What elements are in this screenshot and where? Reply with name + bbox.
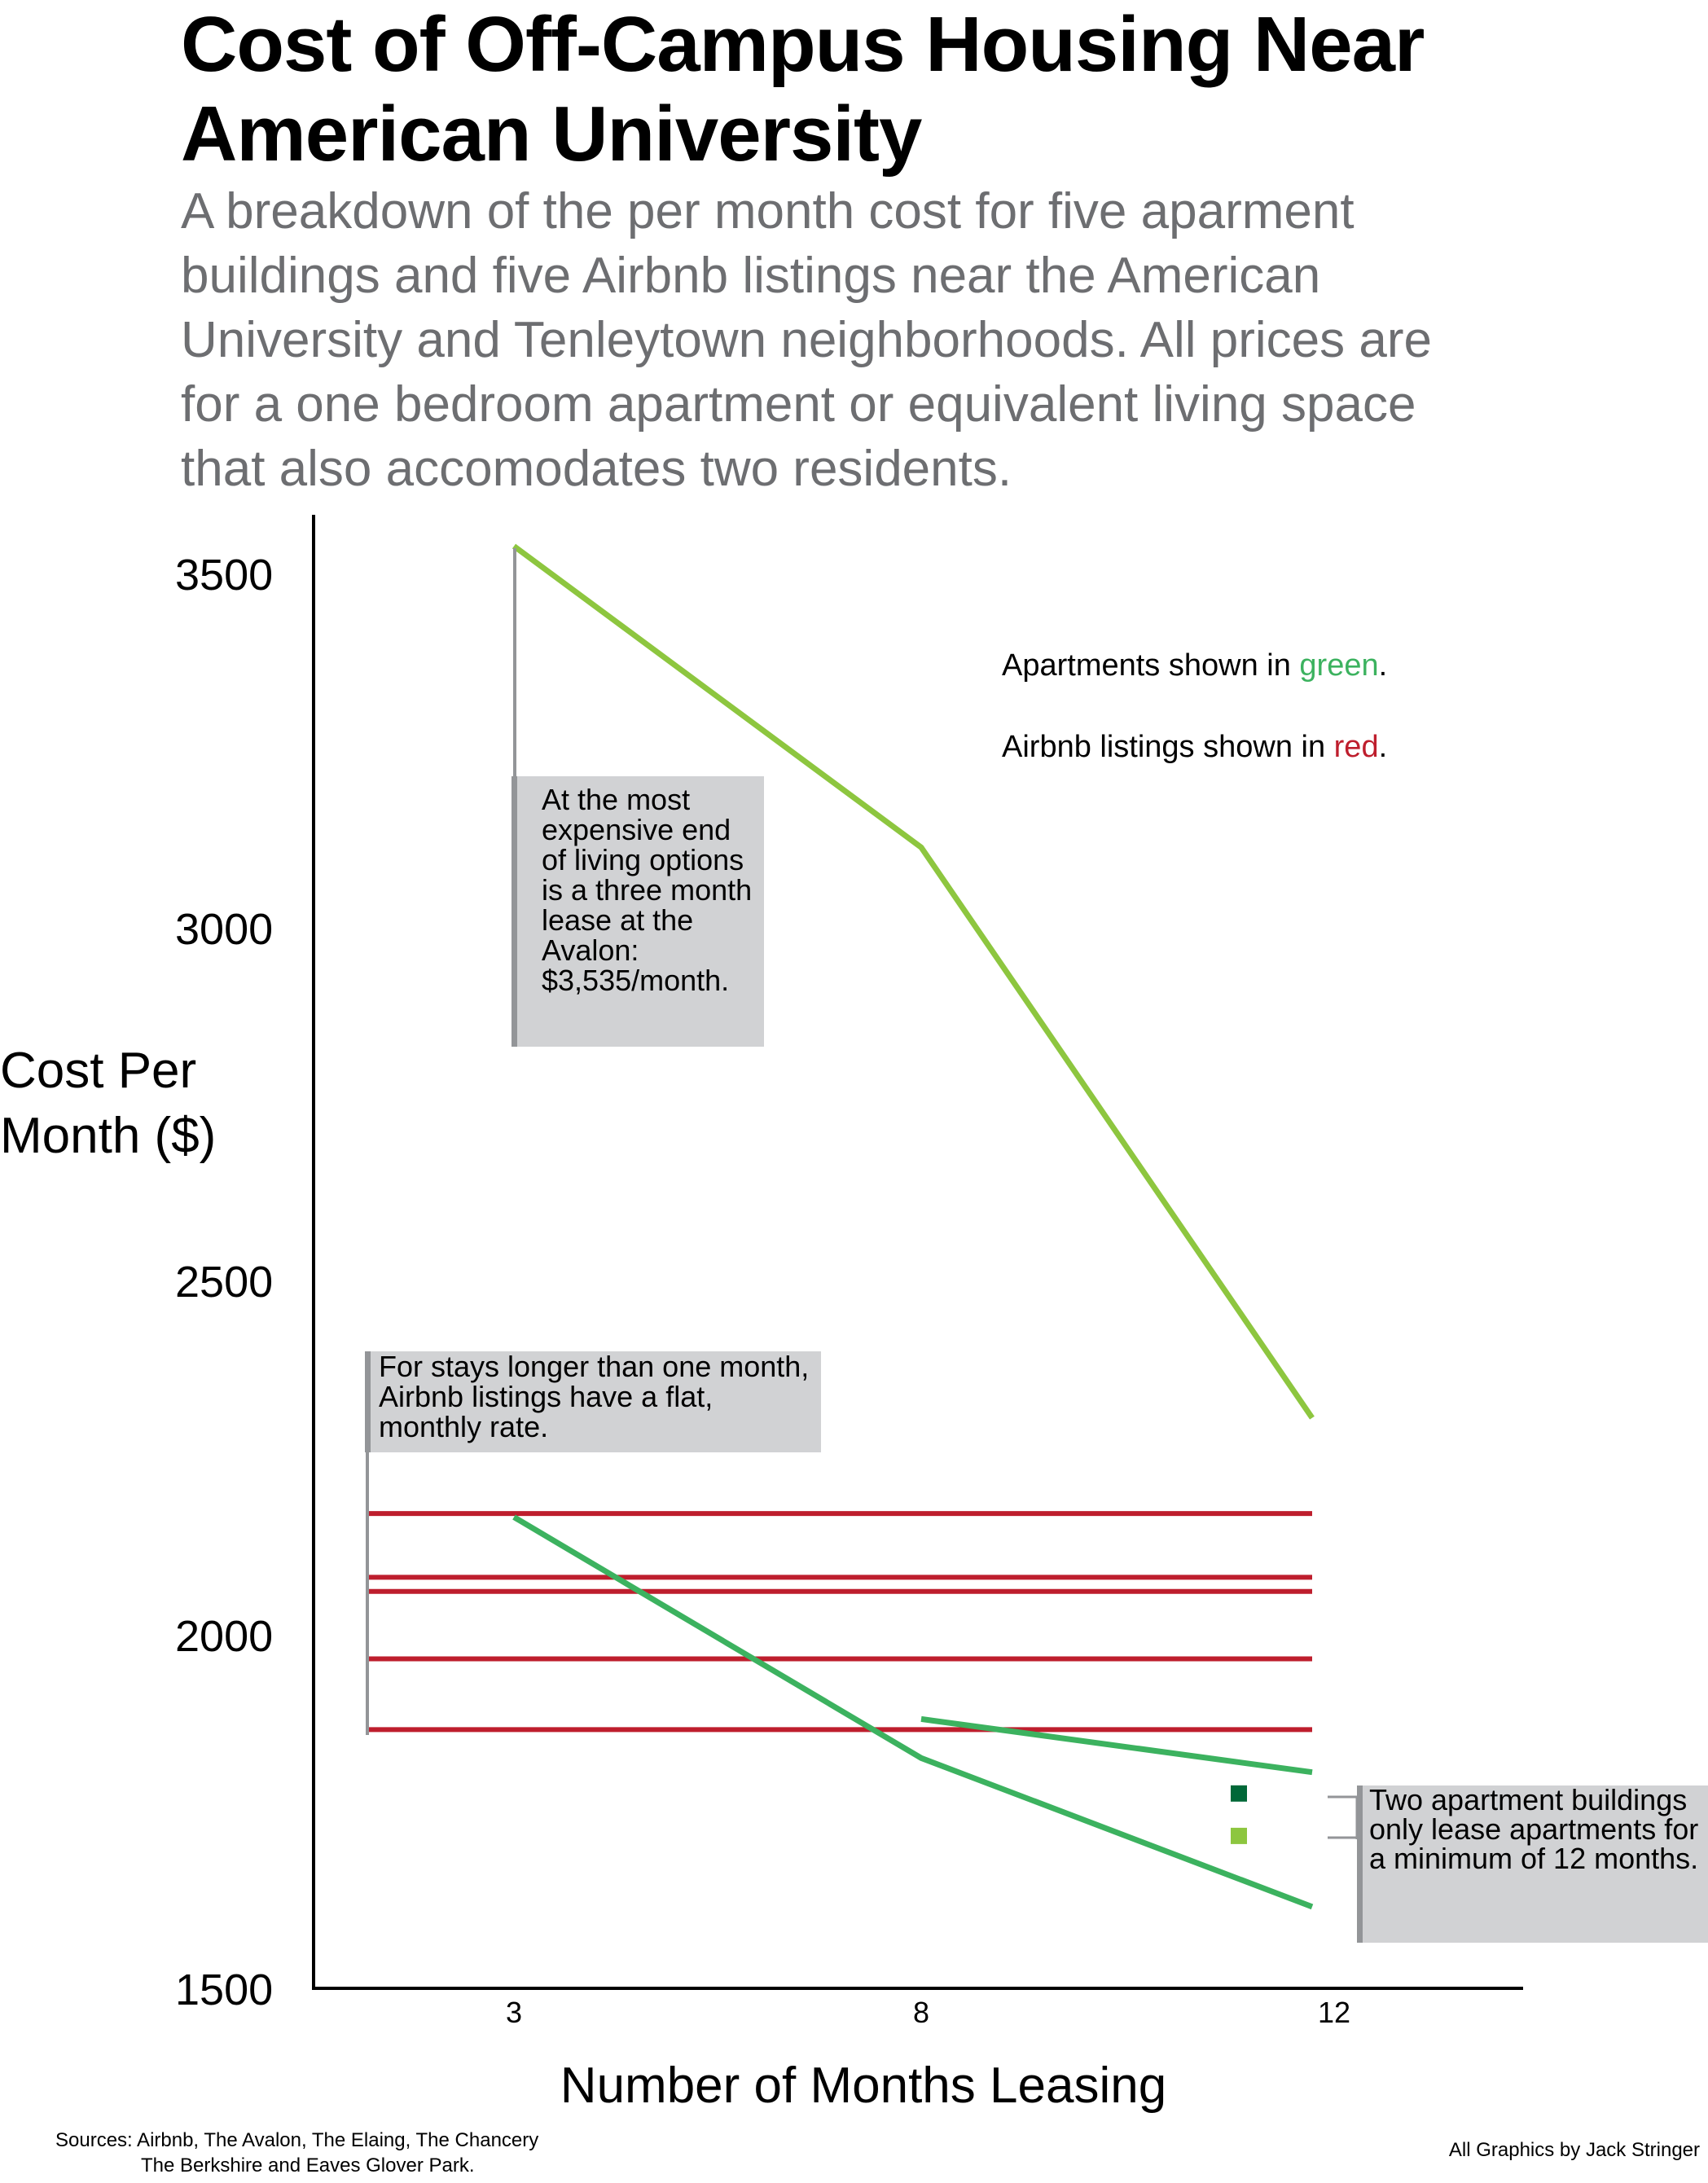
sources-note: Sources: Airbnb, The Avalon, The Elaing,…	[55, 2128, 538, 2178]
legend-apartments-text: Apartments shown in	[1002, 648, 1300, 683]
x-tick-label: 8	[912, 1996, 930, 2029]
chart-title: Cost of Off-Campus Housing Near American…	[181, 1, 1425, 178]
legend-period: .	[1378, 648, 1388, 683]
y-tick-label: 2500	[175, 1258, 274, 1307]
sources-line-1: Sources: Airbnb, The Avalon, The Elaing,…	[55, 2129, 539, 2151]
x-tick-label: 12	[1317, 1996, 1351, 2029]
legend-red-word: red	[1333, 730, 1379, 764]
legend-apartments: Apartments shown in green.	[1002, 648, 1387, 683]
legend-green-word: green	[1299, 648, 1379, 683]
annotation-12-month-minimum: Two apartment buildings only lease apart…	[1357, 1785, 1708, 1943]
sources-line-2: The Berkshire and Eaves Glover Park.	[141, 2154, 475, 2176]
chart-subtitle: A breakdown of the per month cost for fi…	[181, 183, 1432, 497]
y-tick-label: 3500	[175, 551, 274, 600]
apartment-line	[512, 1514, 1314, 1910]
legend-period: .	[1378, 730, 1388, 764]
apartment-line	[920, 1715, 1313, 1776]
annotation-avalon: At the most expensive end of living opti…	[512, 776, 764, 1047]
y-axis-label: Cost Per Month ($)	[0, 1043, 217, 1164]
graphics-credit: All Graphics by Jack Stringer	[1448, 2139, 1700, 2161]
annotation-leader	[1328, 1795, 1359, 1839]
apartment-point	[1231, 1827, 1247, 1844]
apartment-point	[1231, 1785, 1247, 1802]
annotation-airbnb-flat-rate: For stays longer than one month, Airbnb …	[365, 1351, 821, 1452]
legend-airbnb-text: Airbnb listings shown in	[1002, 730, 1334, 764]
y-tick-label: 2000	[175, 1612, 274, 1661]
y-tick-label: 1500	[175, 1966, 274, 2014]
legend-airbnb: Airbnb listings shown in red.	[1002, 730, 1387, 765]
x-tick-label: 3	[505, 1996, 523, 2029]
apartment-line	[512, 543, 1315, 1420]
y-tick-label: 3000	[175, 905, 274, 954]
x-axis-label: Number of Months Leasing	[560, 2058, 1167, 2114]
